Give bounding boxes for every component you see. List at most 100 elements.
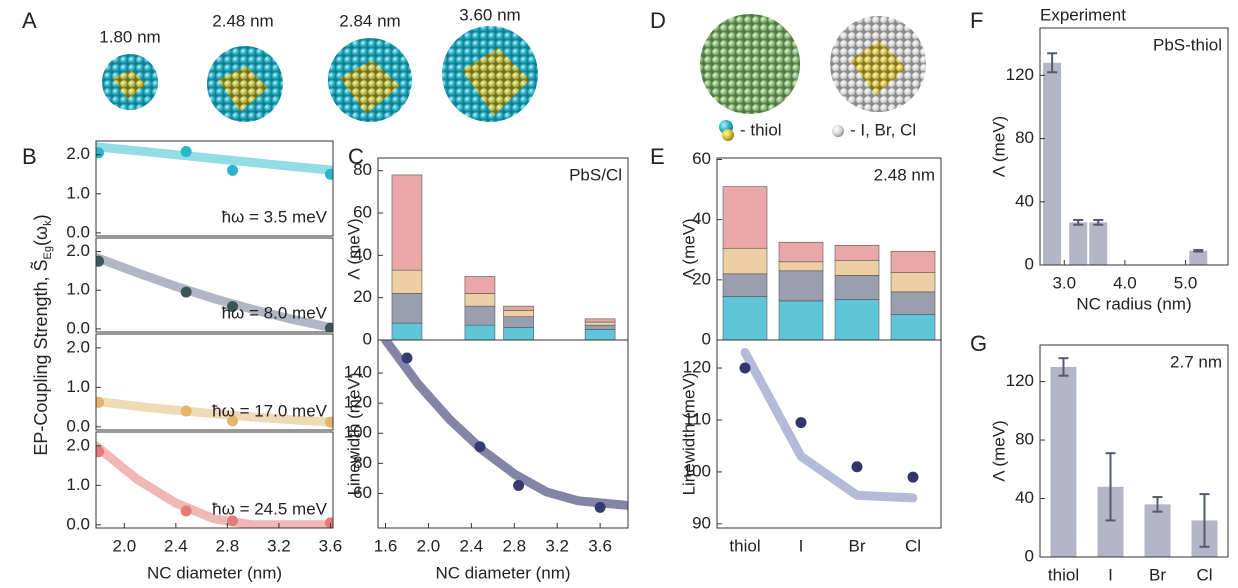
frame [95,140,334,237]
frame [1039,27,1229,266]
y-tick-label: 2.0 [66,241,90,260]
bar-segment [890,291,936,315]
chart-panel: 0 20 40 60 Λ (meV) 2.48 nm [679,149,942,348]
y-tick-label: 20 [353,287,372,306]
data-point [513,479,525,491]
data-point [851,461,863,473]
bar-segment [503,316,534,328]
bar-segment [503,305,534,311]
bar [1050,366,1077,557]
annotation: ħω = 3.5 meV [222,207,328,226]
y-tick-label: 40 [692,209,711,228]
y-tick-label: 40 [353,245,372,264]
bar-segment [722,247,768,275]
panel-label: F [970,8,983,33]
panel-label: B [22,144,37,169]
fit-curve [96,142,333,175]
frame [95,237,334,333]
annotation: PbS/Cl [569,165,622,184]
bar-segment [778,300,824,340]
bar-segment [722,273,768,297]
bar [1089,222,1108,265]
bar-segment [778,270,824,302]
size-label: 3.60 nm [459,5,520,24]
data-point [739,362,751,374]
data-point [474,441,486,453]
y-tick-label: 40 [1015,488,1034,507]
bar-segment [890,272,936,293]
bar-segment [464,305,496,326]
y-tick-label: 0.0 [66,416,90,435]
y-tick-label: 100 [344,423,372,442]
y-tick-label: 1.0 [66,183,90,202]
fit-curve [96,252,333,332]
nanocrystal-facet [112,70,146,100]
legend-icon [832,125,844,137]
y-tick-label: 120 [683,358,711,377]
bar-segment [890,314,936,340]
bar-segment [584,329,616,340]
data-point [227,300,239,312]
plot-area [739,348,919,503]
chart-panel: 90 100 110 120 thiol I Br Cl Linewidth (meV) [679,339,942,555]
y-axis-label-part: EP-Coupling Strength, S̃ [30,259,51,455]
chart-title: Experiment [1040,5,1126,24]
chart-panel: 0.0 1.0 2.0 2.0 2.4 2.8 3.2 3.6 NC diameter (nm)… [66,431,342,582]
x-tick-label: 4.0 [1113,273,1137,292]
bar-segment [391,269,423,294]
panel-label: A [22,8,37,33]
legend-icon [722,129,734,141]
y-tick-label: 110 [684,409,711,428]
bar-segment [464,324,496,340]
y-axis-label: Λ (meV) [679,218,698,279]
data-point [96,255,105,267]
size-label: 1.80 nm [99,27,160,46]
plot-area [391,174,616,340]
panel-label: D [650,8,666,33]
plot-area [1043,62,1208,265]
x-tick-label: 3.0 [1052,273,1076,292]
annotation: ħω = 24.5 meV [212,499,328,518]
x-tick-label: Br [849,536,866,555]
y-tick-label: 0 [702,329,711,348]
panel-label: C [348,144,364,169]
y-tick-label: 60 [353,203,372,222]
plot-area [96,142,333,180]
bar-segment [464,293,496,307]
panel-label: E [650,144,665,169]
y-axis-label: Linewidth (meV) [679,373,698,496]
bar-segment [464,276,496,294]
frame [377,339,629,529]
y-tick-label: 100 [683,461,711,480]
bar [1069,222,1088,265]
y-tick-label: 60 [692,149,711,168]
bar-segment [778,261,824,272]
y-axis-label-part: ) [31,214,51,220]
bar [1189,250,1208,265]
bar-segment [503,310,534,318]
bar-segment [834,275,880,300]
bar-segment [834,299,880,340]
bar-segment [584,318,616,323]
x-tick-label: 2.4 [164,536,188,555]
annotation: 2.7 nm [1170,352,1222,371]
y-tick-label: 120 [1006,371,1034,390]
annotation: ħω = 17.0 meV [212,401,328,420]
bar-segment [391,293,423,324]
y-tick-label: 0 [1025,254,1034,273]
bar-segment [722,186,768,249]
annotation: 2.48 nm [874,165,935,184]
x-tick-label: 3.6 [588,536,612,555]
y-tick-label: 1.0 [66,280,90,299]
chart-panel: 0 40 80 120 3.0 4.0 5.0 NC radius (nm) Λ (meV) Ex… [989,5,1229,313]
data-point [324,168,333,180]
chart-panel: 0.0 1.0 2.0 ħω = 17.0 meV [66,333,334,435]
y-tick-label: 0.0 [66,514,90,533]
y-tick-label: 0 [363,329,372,348]
y-tick-label: 80 [353,453,372,472]
x-tick-label: 2.0 [113,536,137,555]
fit-curve [740,348,918,503]
y-tick-label: 0.0 [66,318,90,337]
x-axis-label: NC radius (nm) [1076,294,1191,313]
